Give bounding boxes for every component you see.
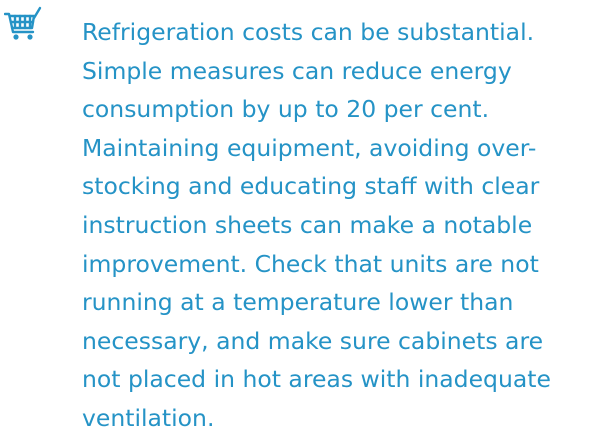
text-line: not placed in hot areas with inadequate [82, 365, 551, 394]
text-line: Maintaining equipment, avoiding over- [82, 133, 537, 162]
text-line: consumption by up to 20 per cent. [82, 95, 490, 124]
text-line: running at a temperature lower than [82, 288, 514, 317]
text-line: stocking and educating staff with clear [82, 172, 540, 201]
text-line: Refrigeration costs can be substantial. [82, 18, 535, 46]
cart-icon [4, 6, 42, 40]
text-line: improvement. Check that units are not [82, 249, 539, 278]
text-line: ventilation. [82, 403, 215, 432]
text-line: necessary, and make sure cabinets are [82, 326, 544, 355]
text-line: instruction sheets can make a notable [82, 210, 533, 239]
text-line: Simple measures can reduce energy [82, 56, 512, 85]
paragraph: Refrigeration costs can be substantial. S… [82, 13, 592, 438]
